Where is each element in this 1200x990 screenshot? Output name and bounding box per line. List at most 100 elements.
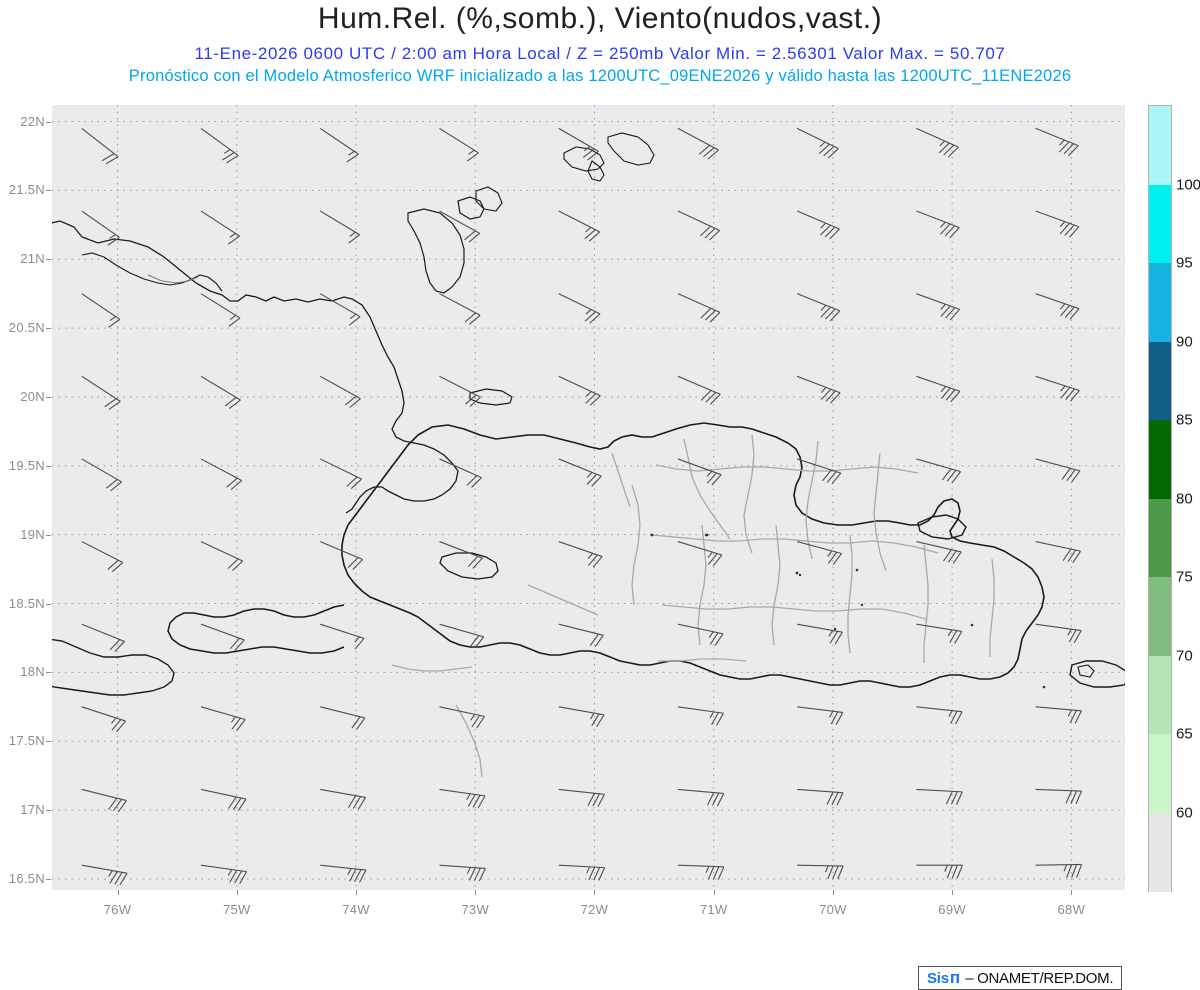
coastline-samana: [917, 514, 967, 540]
wind-barb: [916, 458, 962, 484]
wind-barb: [916, 210, 960, 239]
wind-barb: [200, 210, 240, 245]
x-axis-tick: [832, 890, 834, 895]
wind-barb: [1035, 541, 1082, 564]
wind-barb: [320, 788, 367, 810]
wind-barb: [439, 293, 481, 325]
wind-barb: [796, 458, 842, 485]
colorbar[interactable]: 100 95 90 85 80 75 70 65 60: [1148, 105, 1200, 892]
colorbar-band: [1149, 420, 1171, 499]
wind-barb: [200, 541, 244, 572]
y-axis-tick: [46, 672, 51, 674]
province-boundaries: [391, 434, 995, 778]
header: Hum.Rel. (%,somb.), Viento(nudos,vast.) …: [0, 0, 1200, 93]
wind-barb: [677, 210, 720, 241]
x-axis-tick: [952, 890, 954, 895]
wind-barb: [677, 375, 721, 405]
plot-container: 22N 21.5N 21N 20.5N 20N 19.5N 19N 18.5N 18N 17.5N…: [0, 93, 1200, 990]
wind-barb: [439, 706, 485, 729]
wind-barb: [558, 788, 605, 807]
wind-barb: [558, 541, 603, 568]
coastline-puerto-rico: [1069, 660, 1125, 688]
wind-barb: [439, 458, 482, 488]
wind-barb: [439, 127, 479, 162]
wind-barb: [81, 458, 122, 492]
x-axis-tick-label: 70W: [819, 902, 847, 917]
wind-barb: [200, 127, 239, 164]
wind-barb: [916, 623, 963, 644]
colorbar-band: [1149, 341, 1171, 421]
wind-barb: [200, 864, 248, 885]
wind-barb: [558, 864, 606, 881]
y-axis-tick-label: 19.5N: [8, 457, 45, 473]
wind-barb: [320, 623, 365, 650]
colorbar-tick-label: 60: [1176, 804, 1193, 821]
colorbar-tick-label: 65: [1176, 725, 1193, 743]
wind-barb: [677, 541, 723, 567]
wind-barb: [677, 293, 721, 323]
wind-barb: [81, 864, 128, 886]
wind-barb: [916, 375, 961, 403]
colorbar-band: [1149, 498, 1171, 578]
wind-barb: [677, 127, 719, 160]
page-title: Hum.Rel. (%,somb.), Viento(nudos,vast.): [317, 2, 883, 35]
wind-barb: [439, 788, 486, 809]
y-axis-tick: [46, 121, 51, 123]
wind-barb: [677, 623, 724, 646]
colorbar-band: [1149, 812, 1171, 892]
y-axis-tick-label: 18N: [20, 664, 45, 680]
wind-barb: [796, 375, 841, 404]
wind-barb: [439, 541, 483, 569]
wind-barb: [797, 864, 844, 880]
y-axis-tick: [46, 878, 51, 880]
wind-barb: [200, 293, 241, 327]
coastline-bahamas-2: [457, 196, 485, 220]
coastline-cuba-keys: [81, 252, 223, 292]
colorbar-band: [1149, 184, 1171, 264]
wind-barb: [81, 210, 120, 246]
wind-barb: [200, 375, 241, 409]
coastline-hispaniola: [341, 422, 1045, 688]
wind-barb: [1035, 788, 1083, 805]
attribution-badge[interactable]: Sis ᴨ – ONAMET/REP.DOM.: [918, 966, 1123, 990]
colorbar-tick-label: 90: [1176, 333, 1193, 350]
wind-barb: [1035, 458, 1081, 483]
y-axis-tick: [46, 190, 51, 192]
wind-barb: [558, 706, 605, 728]
wind-barb: [916, 541, 962, 564]
y-axis-tick: [46, 603, 51, 605]
x-axis-tick-label: 69W: [938, 902, 966, 917]
wind-barb: [558, 458, 602, 487]
colorbar-tick-label: 85: [1176, 411, 1193, 429]
colorbar-tick-label: 95: [1176, 254, 1193, 272]
wind-barb: [797, 706, 844, 725]
colorbar-tick-label: 75: [1176, 568, 1193, 586]
sistt-logo-text: Sis: [927, 969, 949, 987]
wind-barb: [558, 623, 604, 648]
x-axis-tick-label: 72W: [580, 902, 609, 917]
wind-barb: [81, 127, 119, 165]
y-axis-tick: [46, 810, 51, 812]
y-axis-tick: [46, 259, 51, 261]
island-tortuga: [469, 388, 513, 406]
colorbar-tick-label: 100: [1176, 176, 1200, 193]
wind-barb: [1035, 623, 1082, 644]
y-axis-tick-label: 18.5N: [8, 595, 45, 611]
y-axis-tick: [46, 741, 51, 743]
x-axis-tick-label: 76W: [103, 902, 132, 917]
y-axis-tick: [46, 465, 51, 467]
x-axis-tick-label: 75W: [222, 902, 251, 917]
wind-barb: [558, 293, 601, 324]
wind-barb: [796, 127, 839, 159]
x-axis-tick-label: 68W: [1057, 902, 1086, 917]
wind-barb: [916, 293, 960, 321]
wind-barb: [916, 127, 959, 158]
wind-barb: [200, 788, 247, 811]
map-canvas[interactable]: [52, 105, 1125, 890]
wind-barb: [320, 541, 363, 570]
coastline-bahamas: [407, 208, 465, 294]
colorbar-tick-label: 70: [1176, 647, 1193, 664]
wind-barb: [1035, 127, 1079, 157]
wind-barb: [677, 458, 722, 486]
wind-barb: [200, 623, 245, 651]
